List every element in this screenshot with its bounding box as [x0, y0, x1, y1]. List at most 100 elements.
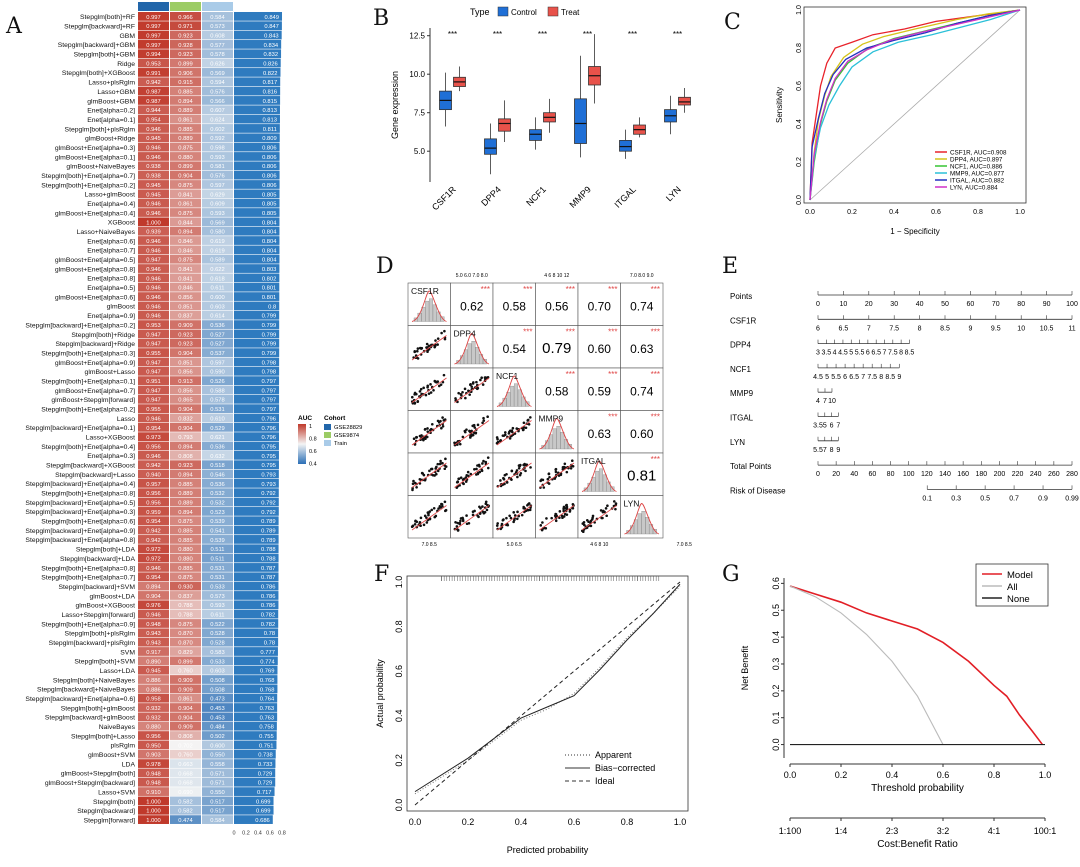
row-label: Stepglm[both]+Enet[alpha=0.2]	[41, 406, 135, 413]
mean-auc-bar	[234, 563, 279, 572]
x-axis-label: Predicted probability	[507, 845, 589, 855]
heat-cell	[170, 637, 201, 647]
row-label: Stepglm[backward]+Enet[alpha=0.3]	[25, 509, 135, 516]
heat-cell-value: 0.576	[210, 90, 225, 96]
bar-axis-tick: 0	[232, 831, 235, 837]
roc-curve	[809, 9, 1021, 201]
heat-cell	[170, 21, 201, 31]
mean-auc-bar	[234, 544, 279, 554]
scatter-point	[426, 427, 429, 430]
scatter-point	[436, 462, 440, 466]
auc-legend-tick: 1	[309, 424, 312, 430]
heat-cell-value: 0.569	[210, 220, 225, 226]
matrix-cell	[620, 367, 664, 411]
heat-cell-value: 0.946	[146, 239, 161, 245]
heat-cell	[202, 21, 233, 31]
heat-cell-value: 0.566	[210, 99, 225, 105]
heat-cell-value: 0.508	[210, 678, 225, 684]
heat-cell-value: 0.846	[178, 239, 193, 245]
scatter-point	[486, 456, 490, 459]
heat-cell-value: 0.939	[146, 230, 161, 236]
mean-auc-bar	[234, 656, 278, 666]
row-label: Lasso+LDA	[100, 668, 136, 675]
heat-cell	[138, 180, 169, 189]
heat-cell-value: 0.518	[210, 463, 225, 469]
mean-auc-value: 0.768	[260, 678, 275, 684]
mean-auc-value: 0.782	[261, 622, 276, 628]
mean-auc-bar	[234, 731, 277, 740]
heat-cell	[202, 217, 233, 227]
x-tick-label: 0.6	[931, 209, 941, 216]
matrix-cell	[407, 410, 451, 454]
nomogram-tick-label: 20	[832, 471, 840, 478]
heat-cell	[202, 815, 233, 824]
scatter-point	[423, 428, 427, 431]
heat-cell	[202, 665, 233, 675]
heat-cell	[170, 161, 201, 171]
heat-cell-value: 0.621	[210, 435, 225, 441]
nomogram-tick-label: 6	[816, 325, 820, 332]
heat-cell	[202, 637, 233, 647]
heat-cell	[202, 236, 233, 245]
heat-cell-value: 0.536	[210, 444, 225, 450]
y-tick-label: 0.8	[394, 620, 404, 633]
mean-auc-value: 0.78	[264, 631, 275, 637]
mean-auc-bar	[234, 86, 281, 96]
x-tick-label: 1.0	[674, 817, 687, 827]
heat-cell	[202, 394, 233, 404]
heat-cell	[138, 553, 169, 563]
scatter-point	[426, 385, 429, 389]
correlation-stars: ***	[651, 370, 660, 379]
mean-auc-value: 0.786	[261, 585, 276, 591]
row-label: Stepglm[both]+plsRglm	[65, 631, 136, 638]
mean-auc-bar	[234, 226, 280, 236]
heat-cell	[202, 105, 233, 115]
mean-auc-value: 0.758	[259, 725, 274, 731]
heat-cell-value: 0.607	[210, 108, 225, 114]
fit-line	[496, 462, 532, 488]
density-curve	[624, 503, 660, 535]
heat-cell	[138, 105, 169, 115]
heat-cell	[202, 507, 233, 516]
matrix-cell	[492, 325, 536, 369]
heat-cell	[202, 86, 233, 96]
fit-line	[581, 505, 617, 531]
row-label: Stepglm[backward]+XGBoost	[46, 463, 135, 470]
scatter-point	[457, 477, 461, 481]
heat-cell-value: 0.953	[146, 62, 161, 68]
heat-cell	[138, 544, 169, 554]
histogram-bar	[429, 298, 433, 322]
legend-swatch	[497, 6, 509, 17]
heat-cell-value: 0.690	[178, 790, 193, 796]
legend-swatch	[547, 6, 559, 17]
heat-cell-value: 0.517	[210, 809, 225, 815]
nomogram-tick-label: 4.5	[813, 374, 823, 381]
nomogram-tick-label: 7	[867, 325, 871, 332]
row-label: glmBoost+Enet[alpha=0.4]	[55, 210, 135, 217]
heat-cell	[138, 693, 169, 703]
scatter-point	[462, 482, 465, 486]
scatter-point	[458, 442, 462, 446]
row-label: glmBoost+GBM	[87, 98, 135, 105]
heat-cell-value: 0.953	[146, 323, 161, 329]
heat-cell	[138, 609, 169, 619]
row-label: glmBoost+Ridge	[85, 136, 135, 143]
heat-cell-value: 0.954	[146, 426, 161, 432]
mean-auc-bar	[234, 282, 280, 292]
scatter-point	[503, 433, 507, 437]
heat-cell	[138, 58, 169, 68]
heat-cell	[138, 731, 169, 740]
scatter-point	[443, 467, 447, 471]
mean-auc-bar	[234, 628, 279, 638]
correlation-value: 0.74	[630, 384, 654, 398]
scatter-point	[480, 469, 484, 473]
scatter-point	[471, 513, 475, 517]
mean-auc-bar	[234, 815, 273, 824]
mean-auc-value: 0.796	[261, 416, 276, 422]
y-tick-label: 0.4	[394, 710, 404, 723]
panel-label-d: D	[376, 254, 394, 279]
heat-cell-value: 0.885	[178, 538, 193, 544]
histogram-bar	[514, 383, 518, 407]
scatter-point	[441, 424, 445, 428]
scatter-point	[471, 424, 475, 428]
